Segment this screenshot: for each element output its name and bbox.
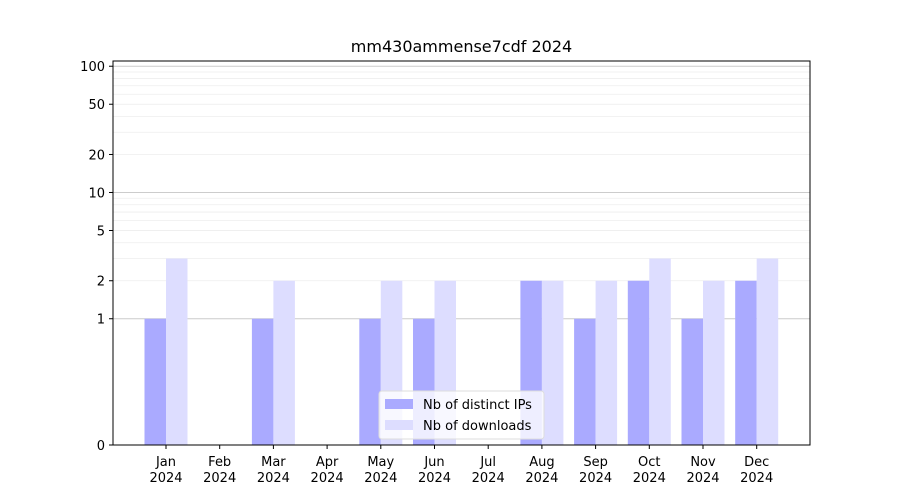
x-tick-label: Sep 2024 (579, 455, 612, 486)
bar-downloads (541, 280, 564, 445)
x-tick-label: Apr 2024 (311, 455, 344, 486)
y-tick-label: 100 (80, 60, 105, 75)
x-axis: Jan 2024 Feb 2024 Mar 2024 Apr 2024 May 2024 Jun 20… (149, 445, 773, 486)
y-tick-label: 2 (97, 275, 105, 290)
bar-ips (735, 280, 757, 445)
bar-ips (251, 318, 274, 445)
legend-label: Nb of downloads (423, 419, 532, 434)
legend-box (378, 390, 545, 440)
bar-downloads (273, 280, 295, 445)
y-tick-label: 10 (88, 186, 105, 201)
bar-ips (359, 318, 381, 445)
y-tick-label: 1 (97, 313, 105, 328)
y-tick-label: 0 (97, 439, 105, 454)
bar-ips (627, 280, 650, 445)
x-tick-label: Dec 2024 (740, 455, 773, 486)
bar-downloads (703, 280, 725, 445)
x-tick-label: May 2024 (364, 455, 397, 486)
bar-ips (574, 318, 596, 445)
x-tick-label: Aug 2024 (525, 455, 558, 486)
x-tick-label: Oct 2024 (633, 455, 666, 486)
bar-downloads (756, 258, 779, 445)
y-tick-label: 50 (88, 98, 105, 113)
bar-downloads (595, 280, 618, 445)
x-tick-label: Jun 2024 (418, 455, 451, 486)
x-tick-label: Jul 2024 (472, 455, 505, 486)
bar-downloads (166, 258, 188, 445)
x-tick-label: Jan 2024 (149, 455, 182, 486)
grid-lines (113, 65, 810, 320)
x-tick-label: Nov 2024 (686, 455, 719, 486)
legend-swatch (385, 420, 413, 430)
plot-frame (112, 60, 811, 446)
x-tick-label: Mar 2024 (257, 455, 290, 486)
legend-swatch (385, 399, 413, 409)
bar-downloads (649, 258, 671, 445)
bar-ips (681, 318, 703, 445)
chart-title: mm430ammense7cdf 2024 (351, 37, 572, 56)
x-tick-label: Feb 2024 (203, 455, 236, 486)
y-tick-label: 20 (88, 148, 105, 163)
bar-ips (144, 318, 166, 445)
y-tick-label: 5 (97, 224, 105, 239)
y-axis: 0 1 2 5 10 20 50 100 (80, 60, 113, 454)
legend-label: Nb of distinct IPs (423, 398, 532, 413)
legend: Nb of distinct IPs Nb of downloads (378, 390, 545, 440)
